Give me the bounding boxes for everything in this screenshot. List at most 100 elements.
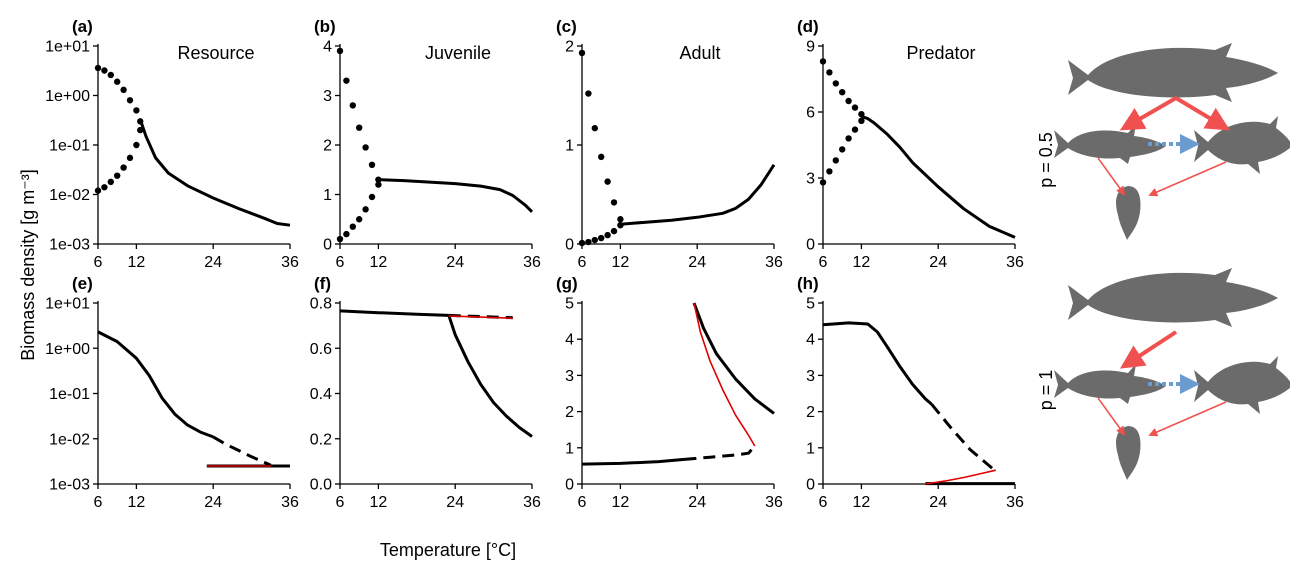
- series-line-black: [339, 309, 449, 317]
- series-line-red: [925, 469, 996, 485]
- y-tick-label: 1e-01: [49, 138, 90, 155]
- data-point: [826, 69, 833, 76]
- data-point: [578, 49, 586, 57]
- x-tick-label: 24: [688, 494, 706, 511]
- y-axis-title: Biomass density [g m⁻³]: [18, 169, 38, 361]
- data-point: [362, 206, 369, 213]
- data-point: [591, 236, 598, 244]
- food-web-schematic-bottom: p = 1: [1036, 268, 1290, 480]
- data-point: [101, 67, 108, 74]
- y-tick-label: 0.0: [310, 477, 332, 494]
- series-line-red: [448, 315, 513, 319]
- series-line-black: [930, 403, 997, 473]
- series-line-black: [378, 178, 534, 213]
- y-tick-label: 5: [565, 296, 574, 313]
- y-tick-label: 1e+00: [45, 88, 90, 105]
- data-point: [858, 117, 865, 125]
- data-point: [107, 71, 115, 79]
- feeding-arrow-juvenile: [1097, 157, 1126, 196]
- data-point: [819, 58, 827, 65]
- series-line-black: [692, 302, 775, 415]
- feeding-arrow-adult: [1148, 161, 1227, 197]
- y-tick-label: 1e-02: [49, 187, 90, 204]
- x-tick-label: 6: [94, 254, 103, 271]
- x-tick-label: 24: [929, 494, 947, 511]
- series-line-black: [860, 114, 1016, 239]
- p-label-bottom: p = 1: [1036, 370, 1056, 411]
- x-tick-label: 12: [853, 494, 871, 511]
- y-tick-label: 0: [806, 477, 815, 494]
- x-tick-label: 24: [688, 254, 706, 271]
- data-point: [336, 235, 344, 243]
- x-tick-label: 24: [446, 494, 464, 511]
- feeding-arrow-adult: [1148, 401, 1227, 437]
- predation-arrow-adult: [1174, 96, 1231, 131]
- series-line-black: [684, 445, 756, 461]
- data-point: [851, 104, 859, 111]
- x-tick-label: 12: [612, 254, 630, 271]
- predation-arrow-juvenile: [1119, 96, 1177, 131]
- p-label-top: p = 0.5: [1036, 132, 1056, 188]
- x-tick-label: 6: [578, 254, 587, 271]
- data-point: [356, 124, 363, 131]
- data-point: [604, 178, 611, 185]
- y-tick-label: 0: [806, 237, 815, 254]
- x-tick-label: 36: [1006, 254, 1024, 271]
- panel-letter: (b): [314, 17, 336, 36]
- x-tick-label: 6: [578, 494, 587, 511]
- x-tick-label: 36: [765, 494, 783, 511]
- y-tick-label: 0.6: [310, 341, 332, 358]
- y-tick-label: 3: [806, 171, 815, 188]
- data-point: [826, 168, 833, 175]
- panel-title: Adult: [679, 43, 720, 63]
- data-point: [585, 238, 592, 246]
- y-tick-label: 4: [806, 332, 815, 349]
- x-tick-label: 6: [94, 494, 103, 511]
- data-point: [610, 227, 618, 235]
- data-point: [114, 78, 121, 85]
- y-tick-label: 3: [806, 368, 815, 385]
- x-tick-label: 12: [612, 494, 630, 511]
- y-tick-label: 0: [323, 237, 332, 254]
- y-tick-label: 1: [565, 440, 574, 457]
- data-point: [578, 239, 586, 247]
- data-point: [839, 146, 846, 153]
- predator-fish-icon: [1068, 268, 1278, 327]
- series-line-black: [581, 457, 685, 466]
- data-point: [845, 135, 852, 142]
- panel-title: Predator: [906, 43, 975, 63]
- data-point: [343, 77, 350, 84]
- y-tick-label: 1: [565, 138, 574, 155]
- y-tick-label: 2: [565, 404, 574, 421]
- x-tick-label: 36: [523, 254, 541, 271]
- data-point: [610, 199, 618, 206]
- data-point: [133, 141, 140, 149]
- juvenile-fish-icon: [1054, 364, 1166, 404]
- y-tick-label: 0.2: [310, 431, 332, 448]
- juvenile-fish-icon: [1054, 124, 1166, 164]
- data-point: [851, 126, 859, 133]
- data-point: [120, 164, 127, 171]
- x-axis-title: Temperature [°C]: [380, 540, 516, 560]
- y-tick-label: 9: [806, 39, 815, 56]
- panel-letter: (d): [797, 17, 819, 36]
- panel-e: 1e-03 1e-02 1e-01 1e+00 1e+01 6 12 24 36 (e): [45, 274, 299, 511]
- x-tick-label: 36: [281, 494, 299, 511]
- x-tick-label: 12: [853, 254, 871, 271]
- data-point: [133, 107, 140, 114]
- data-point: [591, 124, 598, 132]
- feeding-arrow-juvenile: [1097, 397, 1126, 436]
- x-tick-label: 36: [523, 494, 541, 511]
- zooplankton-icon: [1116, 178, 1150, 240]
- y-tick-label: 1e+01: [45, 296, 90, 313]
- x-tick-label: 12: [370, 254, 388, 271]
- x-tick-label: 36: [281, 254, 299, 271]
- data-point: [336, 47, 344, 55]
- series-line-black: [139, 120, 291, 227]
- data-point: [94, 64, 102, 72]
- data-point: [107, 178, 115, 186]
- data-point: [349, 102, 356, 109]
- y-tick-label: 4: [323, 39, 332, 56]
- data-point: [585, 90, 592, 97]
- data-point: [126, 154, 134, 162]
